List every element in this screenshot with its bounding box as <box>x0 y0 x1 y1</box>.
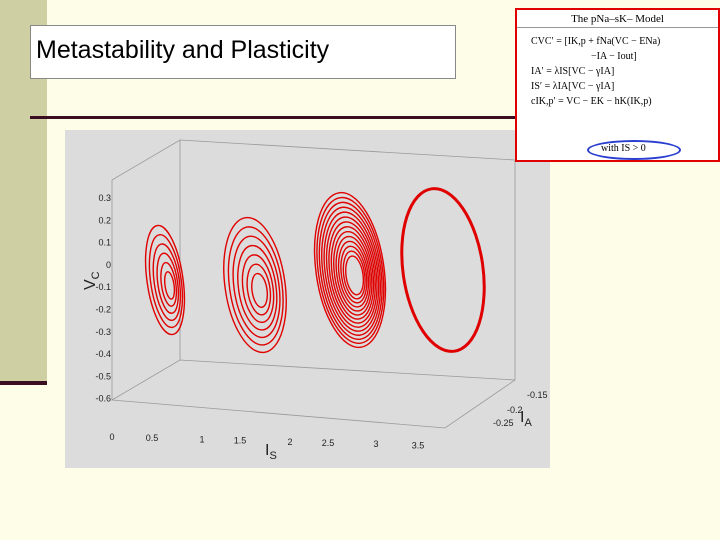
equation: cIK,p′ = VC − EK − hK(IK,p) <box>531 96 652 107</box>
x-tick-label: 3 <box>373 439 378 449</box>
x-tick-label: 1.5 <box>234 436 247 446</box>
z-tick-label: -0.5 <box>95 371 111 381</box>
trajectory-loop <box>313 191 387 349</box>
equation: IA′ = λIS[VC − γIA] <box>531 66 615 77</box>
y-tick-label: -0.15 <box>527 390 548 400</box>
y-tick-label: -0.25 <box>493 418 514 428</box>
inset-title: The pNa–sK– Model <box>517 13 718 28</box>
trajectory-loop <box>337 240 370 308</box>
trajectory-loop <box>321 206 382 336</box>
trajectory-loop <box>223 216 287 354</box>
equation: −IA − Iout] <box>591 51 637 62</box>
trajectory-loop <box>156 252 180 314</box>
trajectory-loop <box>323 211 380 332</box>
side-rule <box>0 381 47 385</box>
trajectory-loop <box>232 235 281 339</box>
axes-box <box>111 139 516 429</box>
x-tick-label: 0.5 <box>146 433 159 443</box>
trajectory-loop <box>246 263 272 316</box>
title-box: Metastability and Plasticity <box>30 25 456 79</box>
inset: The pNa–sK– Model CVC′ = [IK,p + fNa(VC … <box>515 8 720 162</box>
z-tick-label: -0.2 <box>95 305 111 315</box>
trajectory-loop <box>148 234 184 329</box>
y-tick-label: -0.2 <box>507 405 523 415</box>
trajectory-loop <box>241 254 275 324</box>
trajectory-loop <box>251 272 269 308</box>
equation: CVC′ = [IK,p + fNa(VC − ENa) <box>531 36 661 47</box>
trajectory-loop <box>345 255 365 296</box>
z-tick-label: 0.3 <box>98 193 111 203</box>
z-axis-label-main: V <box>82 279 99 290</box>
trajectory-loop <box>160 261 178 307</box>
x-tick-label: 2.5 <box>322 438 335 448</box>
trajectory-loop <box>400 187 486 353</box>
trajectory-loop <box>330 226 375 320</box>
trajectory-loop <box>237 244 278 331</box>
y-axis-label-main: I <box>520 409 524 426</box>
y-axis-label: IA <box>520 409 532 429</box>
box-edge <box>111 379 516 429</box>
trajectory-loop <box>152 243 182 322</box>
plot: 0.3 0.2 0.1 0 -0.1 -0.2 -0.3 -0.4 -0.5 -0.6 0 0.5 1 1… <box>65 130 550 468</box>
trajectory-loop <box>318 201 383 340</box>
plot-background <box>65 130 550 468</box>
z-tick-label: -0.3 <box>95 327 111 337</box>
z-tick-label: -0.4 <box>95 349 111 359</box>
x-tick-label: 1 <box>199 434 204 444</box>
trajectory-loop <box>340 245 368 304</box>
z-tick-label: 0.1 <box>98 238 111 248</box>
trajectory-loop <box>335 235 371 312</box>
inset-note-box <box>587 140 681 160</box>
y-axis-label-sub: A <box>524 417 532 429</box>
inset-note: with IS > 0 <box>601 143 646 154</box>
x-tick-label: 0 <box>109 432 114 442</box>
slide-title: Metastability and Plasticity <box>36 36 330 64</box>
x-axis-label-main: I <box>265 442 269 459</box>
z-axis-label-sub: C <box>90 271 102 279</box>
trajectory-loop <box>342 250 366 300</box>
trajectories <box>144 187 486 354</box>
trajectory-loop <box>316 196 385 345</box>
z-tick-label: 0.2 <box>98 215 111 225</box>
trajectory-loop <box>333 230 373 316</box>
trajectory-loop <box>163 271 176 300</box>
x-tick-label: 3.5 <box>412 440 425 450</box>
x-axis-label: IS <box>265 442 277 462</box>
x-axis-label-sub: S <box>269 450 276 462</box>
trajectory-loop <box>328 221 376 324</box>
x-tick-label: 2 <box>287 437 292 447</box>
z-tick-label: -0.6 <box>95 394 111 404</box>
z-tick-label: 0 <box>106 260 111 270</box>
equation: IS′ = λIA[VC − γIA] <box>531 81 615 92</box>
trajectory-loop <box>227 226 284 346</box>
z-axis-label: VC <box>82 271 102 290</box>
trajectory-loop <box>144 224 186 336</box>
trajectory-loop <box>325 216 378 328</box>
title-rule <box>30 116 520 119</box>
equations: CVC′ = [IK,p + fNa(VC − ENa) −IA − Iout] I… <box>531 34 660 109</box>
z-tick-label: -0.1 <box>95 282 111 292</box>
